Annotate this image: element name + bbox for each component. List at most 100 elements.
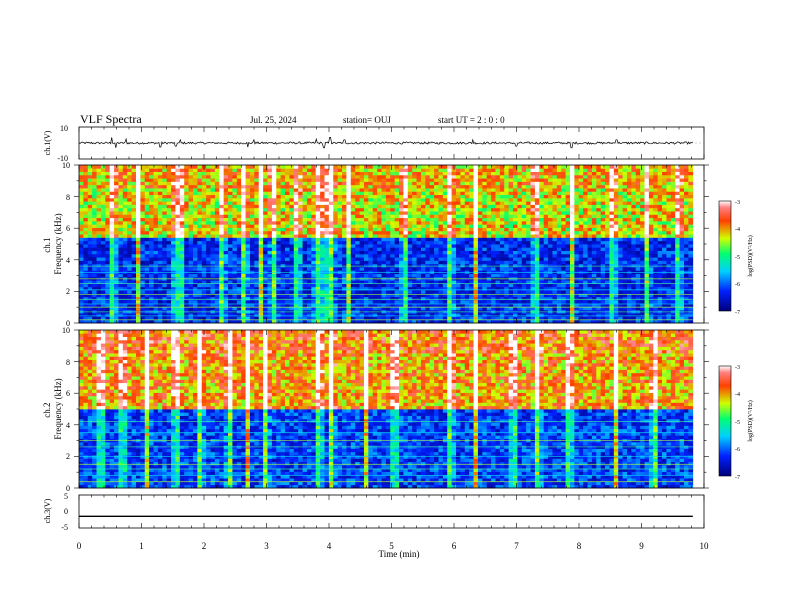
ch1-spectrogram-cell [192, 234, 198, 238]
ch1-spectrogram-cell [350, 227, 356, 232]
ch1-spectrogram-cell [245, 313, 251, 317]
ch1-spectrogram-cell [149, 184, 154, 189]
ch1-spectrogram-cell [495, 178, 501, 182]
ch1-spectrogram-cell [236, 299, 242, 304]
ch1-spectrogram-cell [377, 244, 382, 248]
ch1-spectrogram-cell [460, 204, 466, 209]
ch1-spectrogram-cell [79, 257, 84, 261]
ch1-spectrogram-cell [228, 260, 233, 265]
ch1-spectrogram-cell [188, 201, 194, 205]
ch1-spectrogram-cell [197, 165, 203, 169]
ch1-spectrogram-cell [149, 207, 154, 212]
ch1-spectrogram-cell [394, 168, 400, 172]
ch1-spectrogram-cell [96, 260, 102, 265]
ch1-spectrogram-cell [486, 247, 492, 251]
ch1-spectrogram-cell [416, 224, 422, 228]
ch1-spectrogram-cell [135, 293, 141, 298]
ch1-spectrogram-cell [328, 201, 334, 205]
ch1-spectrogram-cell [394, 224, 400, 228]
ch1-spectrogram-cell [188, 197, 194, 202]
ch1-spectrogram-cell [83, 267, 89, 271]
ch1-spectrogram-cell [83, 191, 89, 196]
ch1-spectrogram-cell [184, 306, 189, 311]
ch1-spectrogram-cell [131, 253, 137, 258]
ch1-spectrogram-cell [328, 244, 334, 248]
ch1-spectrogram-cell [456, 299, 461, 304]
ch1-spectrogram-cell [377, 230, 382, 235]
ch1-spectrogram-cell [184, 273, 189, 278]
ch1-spectrogram-cell [381, 191, 387, 196]
ch1-spectrogram-cell [403, 191, 409, 196]
ch1-spectrogram-cell [105, 227, 111, 232]
ch1-spectrogram-cell [157, 174, 163, 179]
ch1-spectrogram-cell [442, 234, 448, 238]
ch1-spectrogram-cell [118, 306, 124, 311]
ch1-spectrogram-cell [219, 237, 225, 242]
ch1-spectrogram-cell [495, 290, 501, 294]
ch1-spectrogram-cell [359, 234, 365, 238]
ch1-spectrogram-cell [333, 253, 339, 258]
ch1-spectrogram-cell [337, 273, 343, 278]
ch1-spectrogram-cell [359, 230, 365, 235]
ch1-spectrogram-cell [258, 306, 264, 311]
ch1-spectrogram-cell [407, 230, 413, 235]
ch1-spectrogram-cell [394, 230, 400, 235]
ch1-spectrogram-cell [350, 319, 356, 324]
ch1-spectrogram-cell [127, 165, 132, 169]
ch1-spectrogram-cell [280, 174, 286, 179]
ch1-spectrogram-cell [311, 260, 317, 265]
ch1-spectrogram-cell [83, 247, 89, 251]
ch1-spectrogram-cell [118, 299, 124, 304]
ch1-spectrogram-cell [491, 220, 496, 225]
ch1-spectrogram-cell [368, 290, 374, 294]
ch1-spectrogram-cell [175, 174, 181, 179]
ch1-spectrogram-cell [456, 191, 461, 196]
ch1-spectrogram-cell [135, 273, 141, 278]
ch1-spectrogram-cell [100, 240, 106, 245]
ch1-spectrogram-cell [228, 240, 233, 245]
ch1-spectrogram-cell [219, 299, 225, 304]
ch1-spectrogram-cell [394, 283, 400, 288]
ch1-spectrogram-cell [495, 267, 501, 271]
ch1-spectrogram-cell [135, 316, 141, 321]
ch1-spectrogram-cell [114, 244, 119, 248]
ch1-spectrogram-cell [162, 165, 168, 169]
ch1-spectrogram-cell [394, 244, 400, 248]
ch1-spectrogram-cell [184, 184, 189, 189]
ch1-spectrogram-cell [363, 211, 369, 215]
ch1-spectrogram-cell [280, 184, 286, 189]
ch1-spectrogram-cell [381, 181, 387, 186]
ch1-spectrogram-cell [280, 257, 286, 261]
ch1-spectrogram-cell [236, 293, 242, 298]
ch1-spectrogram-cell [87, 168, 93, 172]
ch1-spectrogram-cell [324, 253, 330, 258]
ch1-spectrogram-cell [100, 283, 106, 288]
ch1-spectrogram-cell [315, 273, 321, 278]
ch1-spectrogram-cell [508, 197, 514, 202]
ch1-spectrogram-cell [342, 188, 347, 192]
ch1-spectrogram-cell [298, 253, 303, 258]
ch1-spectrogram-cell [249, 316, 255, 321]
ch1-spectrogram-cell [258, 227, 264, 232]
ch1-spectrogram-cell [166, 237, 172, 242]
ch1-spectrogram-cell [403, 280, 409, 284]
ch1-spectrogram-cell [469, 181, 474, 186]
ch1-spectrogram-cell [464, 306, 470, 311]
ch1-spectrogram-cell [302, 227, 308, 232]
ch1-spectrogram-cell [153, 174, 159, 179]
ch1-spectrogram-cell [504, 293, 510, 298]
ch1-spectrogram-cell [236, 250, 242, 255]
ch1-spectrogram-cell [438, 165, 444, 169]
ch1-spectrogram-cell [171, 299, 176, 304]
ch1-spectrogram-cell [429, 280, 435, 284]
ch1-spectrogram-cell [263, 250, 268, 255]
ch1-spectrogram-cell [210, 253, 216, 258]
ch1-spectrogram-cell [416, 227, 422, 232]
ch1-spectrogram-cell [306, 197, 312, 202]
ch1-spectrogram-cell [530, 240, 536, 245]
ch1-spectrogram-cell [114, 306, 119, 311]
ch1-spectrogram-cell [517, 247, 523, 251]
ch1-spectrogram-cell [92, 207, 97, 212]
ch1-spectrogram-cell [109, 260, 115, 265]
ch1-spectrogram-cell [342, 293, 347, 298]
